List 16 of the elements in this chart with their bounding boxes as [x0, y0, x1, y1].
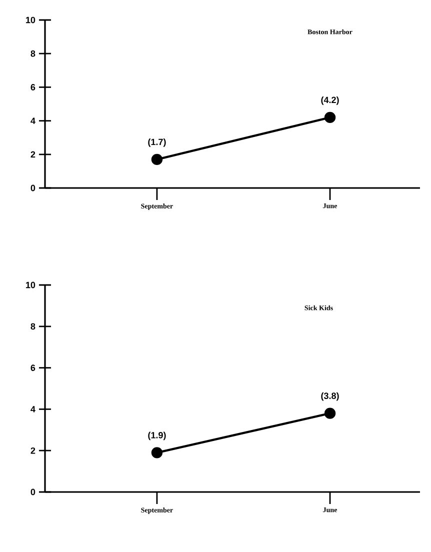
- y-tick-label: 4: [30, 406, 36, 412]
- y-tick-label: 2: [30, 447, 36, 454]
- y-tick-label: 8: [30, 323, 36, 330]
- data-label: (4.2): [321, 96, 339, 105]
- data-label: (3.8): [321, 392, 339, 401]
- y-tick-label: 10: [26, 282, 36, 288]
- data-label: (1.9): [148, 432, 166, 440]
- y-tick-label: 6: [30, 364, 36, 371]
- data-label: (1.7): [148, 138, 166, 147]
- y-tick-label: 0: [30, 184, 36, 192]
- y-tick-label: 0: [30, 488, 36, 496]
- y-tick-label: 8: [30, 50, 36, 57]
- y-tick-label: 6: [30, 84, 36, 90]
- y-tick-label: 4: [30, 118, 36, 124]
- y-tick-label: 10: [26, 16, 36, 24]
- y-tick-label: 2: [30, 151, 36, 158]
